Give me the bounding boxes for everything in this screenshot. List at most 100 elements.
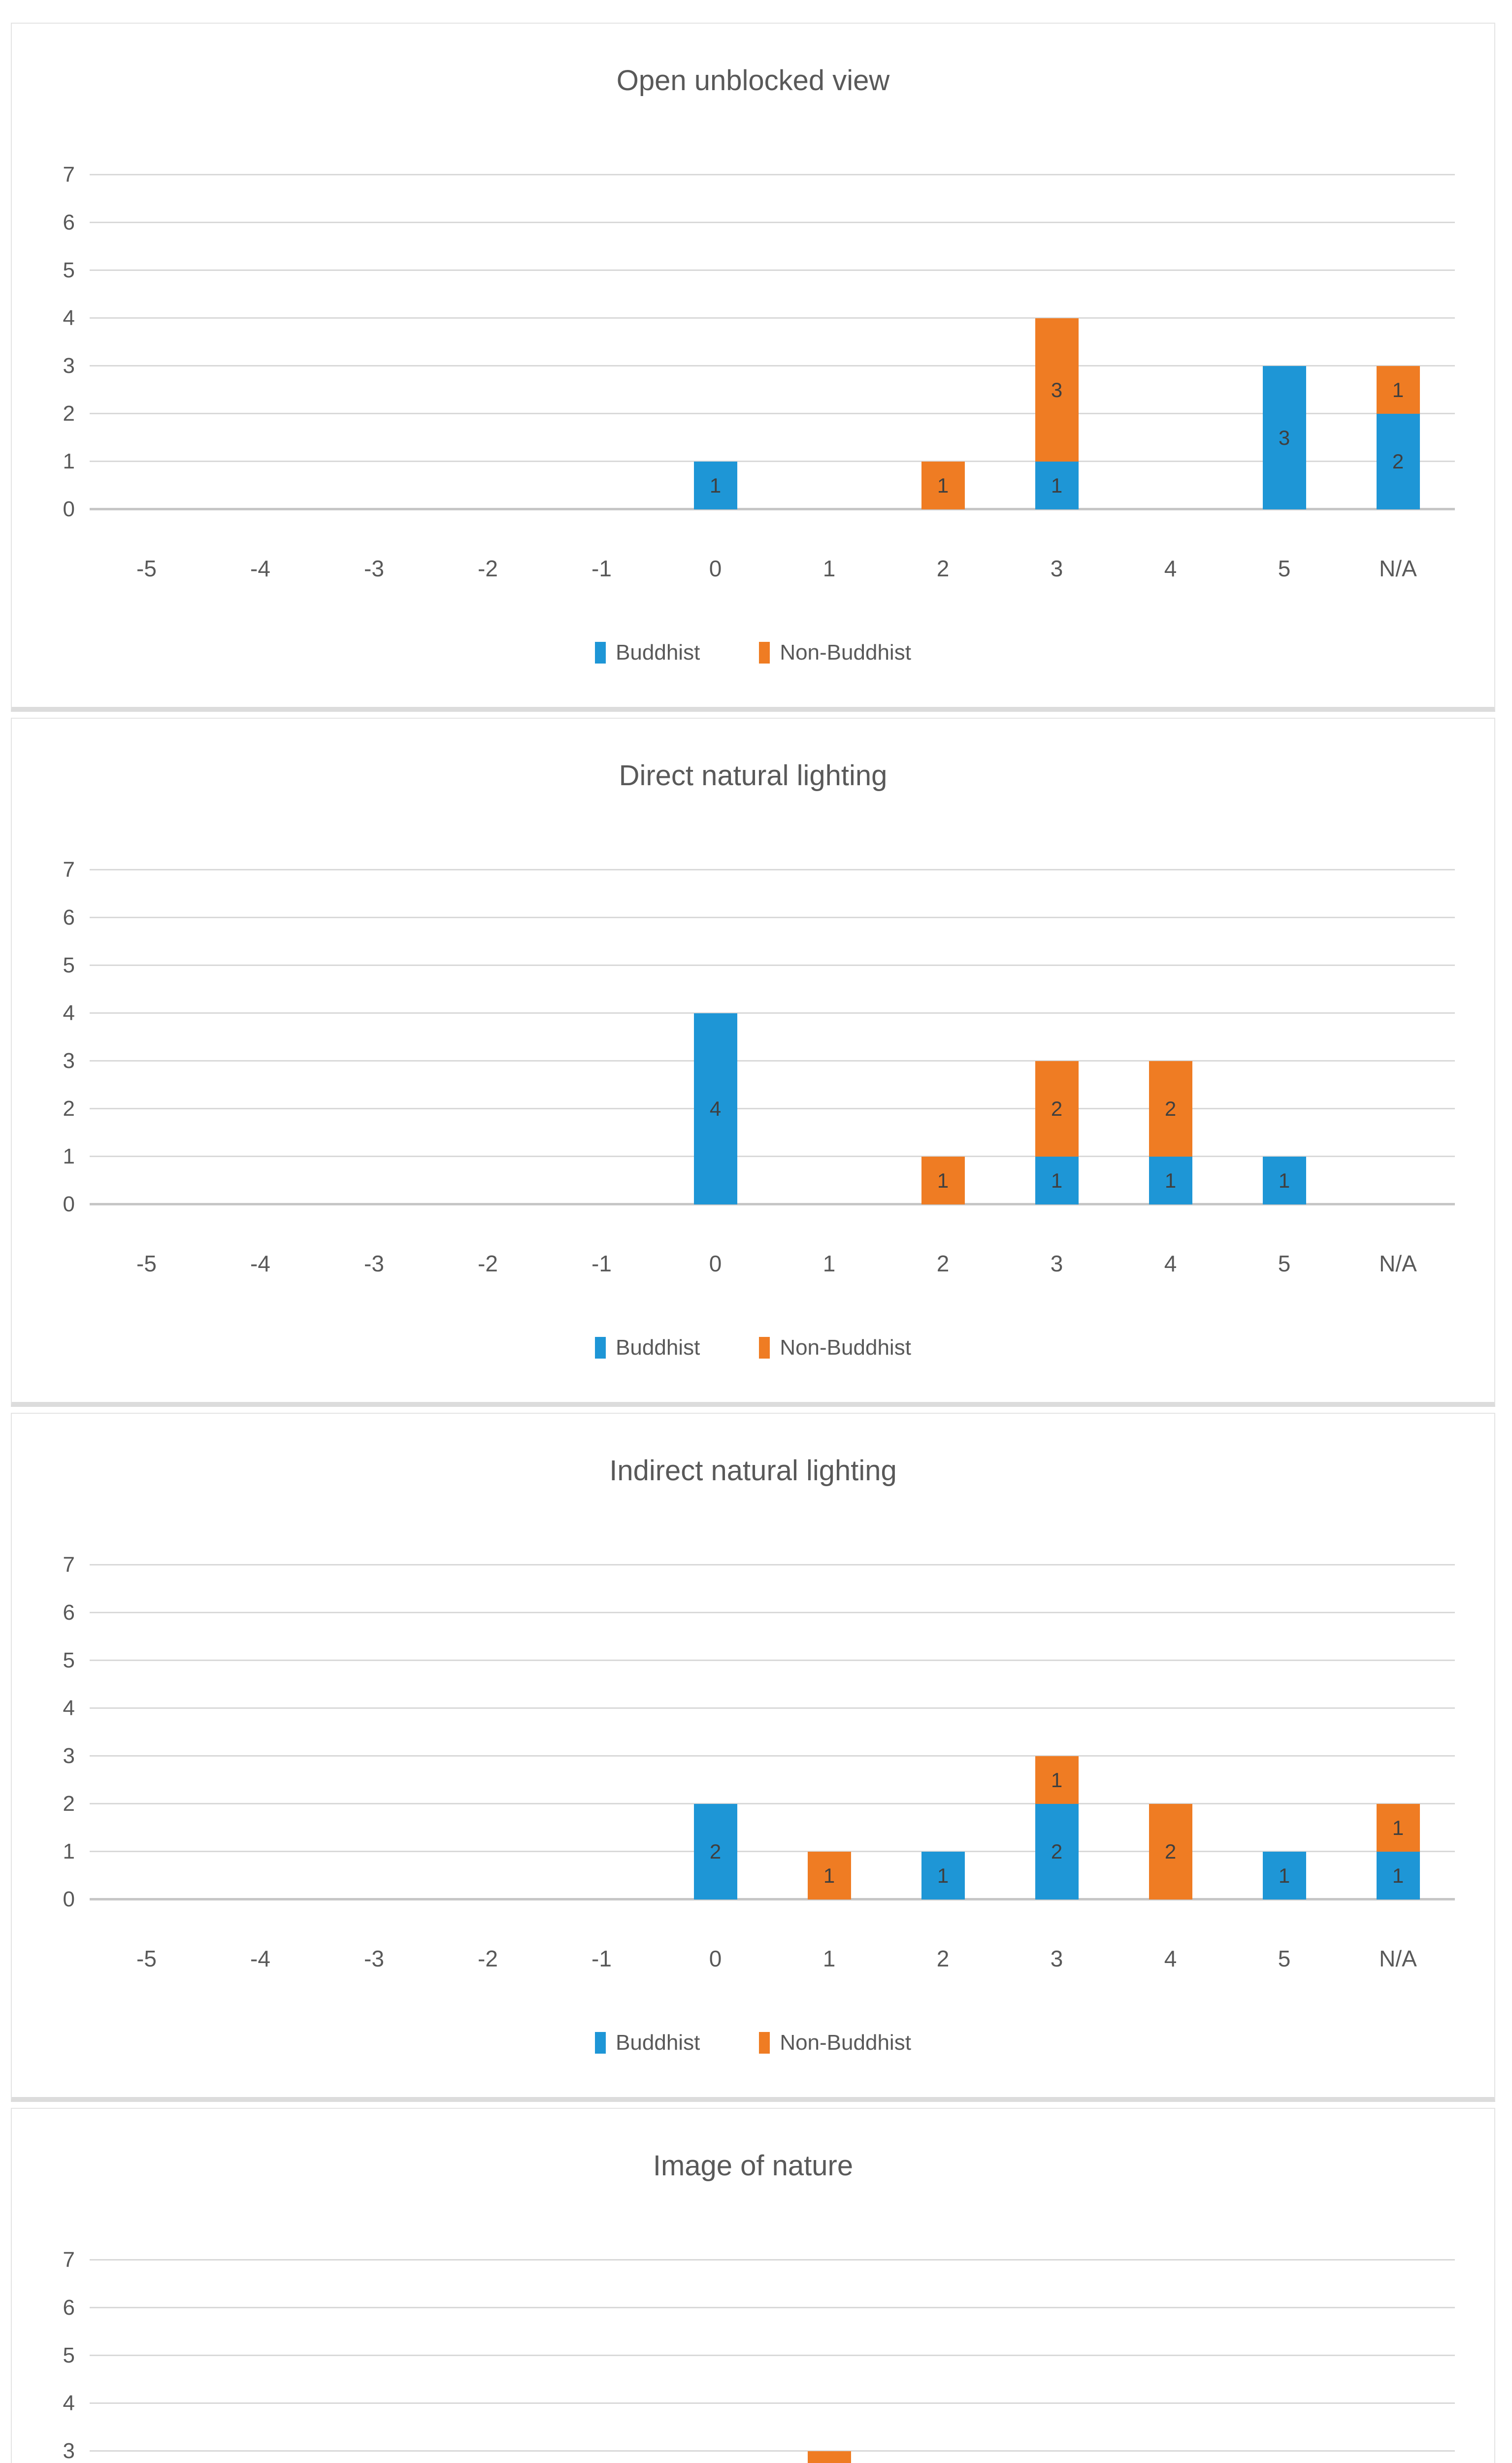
bar-stack: 1 xyxy=(693,462,737,509)
category-slot xyxy=(317,175,431,509)
gridline xyxy=(90,1012,1455,1014)
y-tick-label: 4 xyxy=(63,1696,75,1720)
x-tick-label: -5 xyxy=(136,556,157,581)
chart-panel-image-of-nature: Image of nature 0123456721211122 -5-4-3-… xyxy=(11,2108,1495,2463)
x-tick-label: N/A xyxy=(1379,1946,1417,1971)
bar-segment-non-buddhist: 1 xyxy=(807,1852,851,1899)
gridline xyxy=(90,2259,1455,2261)
legend-swatch-icon xyxy=(595,2032,606,2054)
category-slot xyxy=(431,1565,545,1899)
bar-stack: 12 xyxy=(807,2451,851,2463)
gridline xyxy=(90,1851,1455,1852)
x-tick-label: 2 xyxy=(936,1251,950,1276)
legend-label: Buddhist xyxy=(616,1335,700,1360)
bar-stack: 2 xyxy=(1149,1804,1192,1899)
category-slot: 1 xyxy=(1227,1565,1341,1899)
y-tick-label: 5 xyxy=(63,2343,75,2367)
gridline xyxy=(90,1156,1455,1157)
category-slot: 1 xyxy=(772,1565,886,1899)
gridline xyxy=(90,222,1455,223)
category-slot xyxy=(90,1565,203,1899)
x-tick-label: -1 xyxy=(592,556,612,581)
y-tick-label: 6 xyxy=(63,1600,75,1625)
category-slot: 2 xyxy=(1114,1565,1227,1899)
category-slot: 11 xyxy=(886,2260,1000,2463)
x-tick-label: 4 xyxy=(1164,556,1177,581)
x-tick-label: 0 xyxy=(709,1946,722,1971)
bar-segment-buddhist: 2 xyxy=(1035,1804,1079,1899)
gridline xyxy=(90,2450,1455,2452)
x-tick-label: 2 xyxy=(936,1946,950,1971)
category-slot: 1 xyxy=(658,175,772,509)
x-tick-label: N/A xyxy=(1379,1251,1417,1276)
x-tick-label: -1 xyxy=(592,1946,612,1971)
bar-segment-buddhist: 3 xyxy=(1262,366,1306,509)
legend-entry: Buddhist xyxy=(595,1332,700,1363)
y-tick-label: 2 xyxy=(63,401,75,426)
bar-stack: 1 xyxy=(921,462,965,509)
bar-segment-non-buddhist: 2 xyxy=(807,2451,851,2463)
bar-segment-non-buddhist: 2 xyxy=(1035,1061,1079,1157)
y-tick-label: 7 xyxy=(63,163,75,187)
category-slot xyxy=(203,870,317,1204)
y-tick-label: 1 xyxy=(63,1839,75,1864)
gridline xyxy=(90,413,1455,414)
bar-segment-buddhist: 1 xyxy=(1035,1157,1079,1204)
y-tick-label: 6 xyxy=(63,210,75,234)
gridline xyxy=(90,1060,1455,1062)
bar-stack: 1 xyxy=(1262,1157,1306,1204)
gridline xyxy=(90,1803,1455,1804)
x-axis-baseline xyxy=(90,1898,1455,1900)
category-slot: 2 xyxy=(658,1565,772,1899)
category-slot xyxy=(545,1565,658,1899)
x-tick-label: -4 xyxy=(250,1251,270,1276)
x-tick-label: 0 xyxy=(709,1251,722,1276)
bar-segment-buddhist: 1 xyxy=(1262,1852,1306,1899)
category-slot: 2 xyxy=(1114,2260,1227,2463)
x-tick-label: 5 xyxy=(1278,1251,1291,1276)
category-slot xyxy=(90,2260,203,2463)
y-tick-label: 5 xyxy=(63,953,75,977)
x-tick-label: -5 xyxy=(136,1251,157,1276)
x-axis-labels: -5 -4 -3 -2 -1 0 1 2 3 4 5 N/A xyxy=(90,554,1455,583)
category-slot xyxy=(545,2260,658,2463)
category-slot: 12 xyxy=(772,2260,886,2463)
y-tick-label: 1 xyxy=(63,449,75,473)
category-slot xyxy=(317,1565,431,1899)
bar-stack: 1 xyxy=(921,1852,965,1899)
category-slot xyxy=(90,175,203,509)
x-axis-baseline xyxy=(90,1203,1455,1205)
bar-segment-non-buddhist: 3 xyxy=(1035,318,1079,462)
y-tick-label: 7 xyxy=(63,1553,75,1577)
y-tick-label: 4 xyxy=(63,1001,75,1025)
category-slot: 1 xyxy=(1227,870,1341,1204)
x-tick-label: -2 xyxy=(478,556,498,581)
x-tick-label: 4 xyxy=(1164,1946,1177,1971)
category-slot xyxy=(203,175,317,509)
legend-label: Non-Buddhist xyxy=(780,2030,911,2055)
category-slot: 1 xyxy=(886,870,1000,1204)
x-tick-label: 4 xyxy=(1164,1251,1177,1276)
legend-entry: Non-Buddhist xyxy=(759,1332,911,1363)
category-slot xyxy=(431,175,545,509)
bar-segment-non-buddhist: 1 xyxy=(1376,1804,1420,1852)
gridline xyxy=(90,1755,1455,1757)
gridline xyxy=(90,317,1455,319)
category-slot xyxy=(203,1565,317,1899)
category-slot xyxy=(772,175,886,509)
legend-swatch-icon xyxy=(759,1337,770,1359)
category-slot xyxy=(772,870,886,1204)
x-tick-label: -4 xyxy=(250,1946,270,1971)
x-axis-labels: -5 -4 -3 -2 -1 0 1 2 3 4 5 N/A xyxy=(90,1944,1455,1973)
y-tick-label: 4 xyxy=(63,2391,75,2415)
